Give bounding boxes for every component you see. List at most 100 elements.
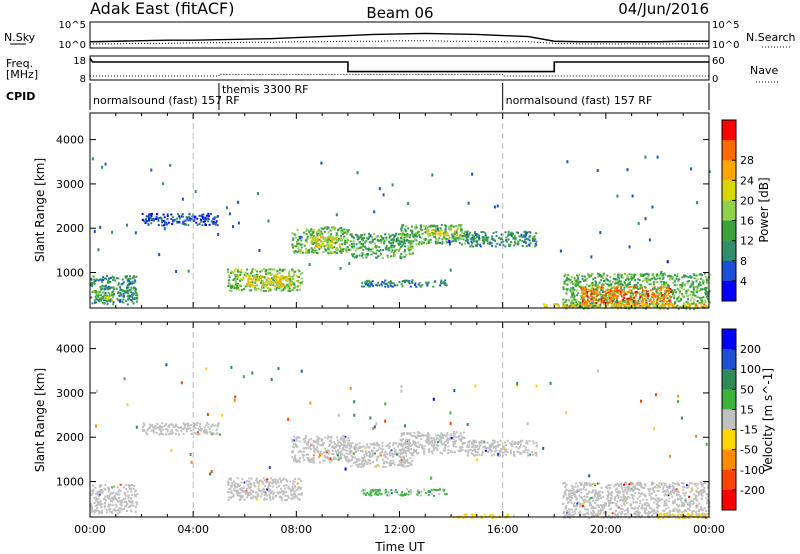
data-cell bbox=[389, 284, 392, 287]
data-cell bbox=[109, 493, 112, 496]
data-cell bbox=[110, 294, 113, 297]
data-cell bbox=[274, 478, 276, 481]
data-cell bbox=[332, 237, 335, 240]
data-cell bbox=[493, 453, 496, 456]
data-cell bbox=[405, 234, 408, 237]
data-cell bbox=[96, 504, 99, 506]
freq-series bbox=[89, 57, 709, 73]
data-cell bbox=[577, 292, 580, 295]
data-cell bbox=[486, 240, 489, 242]
data-cell bbox=[410, 448, 412, 451]
data-cell bbox=[613, 294, 616, 297]
data-cell bbox=[453, 433, 456, 436]
data-cell bbox=[406, 460, 408, 463]
data-cell bbox=[374, 465, 377, 468]
data-cell bbox=[109, 300, 112, 303]
data-cell bbox=[239, 487, 242, 490]
data-cell bbox=[399, 256, 402, 259]
data-cell bbox=[293, 495, 296, 498]
data-cell bbox=[302, 438, 305, 441]
data-cell bbox=[117, 291, 120, 294]
data-cell bbox=[259, 479, 261, 482]
data-cell bbox=[339, 442, 342, 445]
data-cell bbox=[196, 217, 199, 220]
data-cell bbox=[216, 224, 219, 227]
data-cell bbox=[274, 480, 276, 483]
data-cell bbox=[268, 282, 271, 285]
data-cell bbox=[460, 229, 463, 232]
data-cell bbox=[441, 282, 444, 285]
data-cell bbox=[517, 447, 520, 450]
data-cell bbox=[499, 243, 501, 246]
data-cell bbox=[397, 239, 400, 242]
data-cell bbox=[296, 228, 299, 231]
data-cell bbox=[298, 459, 301, 462]
data-cell bbox=[649, 278, 652, 281]
data-cell bbox=[123, 508, 126, 511]
data-cell bbox=[463, 431, 465, 434]
data-cell bbox=[423, 450, 425, 453]
data-cell bbox=[398, 243, 401, 246]
data-cell bbox=[414, 235, 417, 238]
data-cell bbox=[93, 509, 96, 512]
data-cell bbox=[176, 425, 179, 428]
data-cell bbox=[652, 288, 654, 291]
data-cell bbox=[305, 251, 308, 254]
data-cell bbox=[617, 281, 620, 284]
data-cell bbox=[677, 307, 680, 310]
data-cell bbox=[153, 426, 156, 429]
data-cell bbox=[515, 445, 518, 448]
data-cell bbox=[267, 277, 270, 280]
data-cell bbox=[644, 155, 647, 159]
data-cell bbox=[569, 303, 572, 306]
data-cell bbox=[91, 291, 94, 293]
data-cell bbox=[119, 510, 122, 513]
data-cell bbox=[428, 225, 431, 228]
data-cell bbox=[118, 488, 121, 491]
data-cell bbox=[246, 494, 249, 497]
data-cell bbox=[326, 455, 329, 458]
data-cell bbox=[606, 278, 608, 281]
data-cell bbox=[97, 279, 100, 282]
data-cell bbox=[111, 504, 114, 507]
data-cell bbox=[131, 484, 134, 486]
data-cell bbox=[148, 215, 151, 218]
data-cell bbox=[680, 287, 683, 289]
data-cell bbox=[641, 296, 644, 299]
data-cell bbox=[393, 447, 396, 450]
data-cell bbox=[310, 236, 313, 239]
data-cell bbox=[97, 491, 100, 494]
data-cell bbox=[125, 488, 128, 490]
data-cell bbox=[417, 490, 420, 493]
data-cell bbox=[413, 238, 416, 241]
data-cell bbox=[628, 289, 631, 292]
data-cell bbox=[391, 183, 394, 187]
data-cell bbox=[97, 498, 100, 501]
data-cell bbox=[466, 232, 469, 235]
data-cell bbox=[427, 440, 430, 443]
data-cell bbox=[661, 304, 664, 306]
data-cell bbox=[127, 494, 130, 497]
data-cell bbox=[176, 221, 179, 224]
data-cell bbox=[124, 275, 127, 278]
data-cell bbox=[128, 501, 131, 504]
data-cell bbox=[262, 290, 265, 292]
data-cell bbox=[411, 231, 414, 234]
data-cell bbox=[490, 450, 493, 453]
data-cell bbox=[506, 234, 509, 237]
data-cell bbox=[583, 275, 586, 278]
data-cell bbox=[647, 293, 650, 295]
data-cell bbox=[426, 438, 428, 441]
data-cell bbox=[129, 487, 132, 490]
data-cell bbox=[380, 447, 383, 450]
data-cell bbox=[231, 286, 234, 289]
data-cell bbox=[119, 291, 122, 294]
data-cell bbox=[430, 492, 433, 495]
data-cell bbox=[450, 225, 453, 228]
data-cell bbox=[699, 283, 702, 286]
data-cell bbox=[481, 236, 484, 239]
data-cell bbox=[404, 245, 406, 248]
data-cell bbox=[314, 440, 317, 443]
data-cell bbox=[362, 489, 365, 492]
data-cell bbox=[258, 249, 261, 252]
